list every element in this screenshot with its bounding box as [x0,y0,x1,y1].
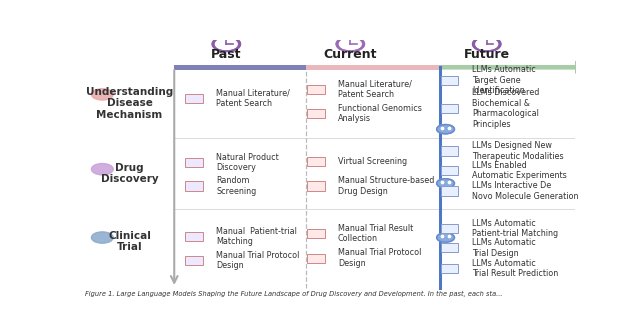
FancyBboxPatch shape [440,104,458,113]
FancyBboxPatch shape [440,243,458,253]
Text: Clinical
Trial: Clinical Trial [108,230,151,252]
Text: LLMs Automatic
Patient-trial Matching: LLMs Automatic Patient-trial Matching [472,219,558,238]
FancyBboxPatch shape [307,84,324,94]
Circle shape [348,36,353,38]
Text: Current: Current [324,48,377,61]
Circle shape [92,232,113,243]
Circle shape [212,37,240,51]
Text: LLMs Enabled
Automatic Experiments: LLMs Enabled Automatic Experiments [472,161,566,180]
Circle shape [436,125,454,134]
FancyBboxPatch shape [185,231,203,241]
Text: LLMs Automatic
Trial Design: LLMs Automatic Trial Design [472,238,536,258]
FancyArrow shape [174,65,306,70]
FancyBboxPatch shape [440,146,458,156]
Text: Functional Genomics
Analysis: Functional Genomics Analysis [338,104,422,123]
FancyArrow shape [306,65,440,70]
Text: Manual Trial Result
Collection: Manual Trial Result Collection [338,224,413,243]
Circle shape [484,36,489,38]
Text: Manual Trial Protocol
Design: Manual Trial Protocol Design [338,249,421,268]
Text: Manual Trial Protocol
Design: Manual Trial Protocol Design [216,251,300,270]
Text: Manual Structure-based
Drug Design: Manual Structure-based Drug Design [338,176,435,196]
Text: Past: Past [211,48,241,61]
Circle shape [473,37,500,51]
Text: Understanding
Disease
Mechanism: Understanding Disease Mechanism [86,87,173,120]
Text: Natural Product
Discovery: Natural Product Discovery [216,153,279,173]
Text: LLMs Discovered
Biochemical &
Pharmacological
Principles: LLMs Discovered Biochemical & Pharmacolo… [472,88,540,129]
Text: Drug
Discovery: Drug Discovery [100,163,159,184]
Text: LLMs Designed New
Therapeutic Modalities: LLMs Designed New Therapeutic Modalities [472,141,563,161]
Circle shape [92,89,113,100]
FancyBboxPatch shape [307,157,324,166]
Circle shape [337,37,364,51]
Circle shape [216,39,237,50]
Circle shape [436,233,454,242]
Text: LLMs Automatic
Target Gene
Identification: LLMs Automatic Target Gene Identificatio… [472,65,536,95]
Text: Manual Literature/
Patent Search: Manual Literature/ Patent Search [338,79,412,99]
Circle shape [224,36,229,38]
FancyBboxPatch shape [440,264,458,273]
FancyBboxPatch shape [440,166,458,175]
FancyBboxPatch shape [440,224,458,233]
FancyBboxPatch shape [307,109,324,118]
Circle shape [436,179,454,188]
Text: Random
Screening: Random Screening [216,176,257,196]
Text: Figure 1. Large Language Models Shaping the Future Landscape of Drug Discovery a: Figure 1. Large Language Models Shaping … [85,291,502,297]
FancyArrow shape [440,61,591,74]
FancyBboxPatch shape [440,187,458,196]
Circle shape [476,39,498,50]
FancyBboxPatch shape [440,75,458,85]
Circle shape [92,163,113,175]
FancyBboxPatch shape [307,229,324,238]
FancyBboxPatch shape [307,254,324,263]
Text: Virtual Screening: Virtual Screening [338,157,407,166]
Text: LLMs Interactive De
Novo Molecule Generation: LLMs Interactive De Novo Molecule Genera… [472,181,579,201]
FancyBboxPatch shape [185,181,203,191]
Text: Future: Future [463,48,510,61]
Text: Manual  Patient-trial
Matching: Manual Patient-trial Matching [216,226,297,246]
FancyBboxPatch shape [185,256,203,265]
FancyBboxPatch shape [307,181,324,191]
FancyBboxPatch shape [185,158,203,168]
FancyBboxPatch shape [185,93,203,103]
Circle shape [339,39,361,50]
Text: LLMs Automatic
Trial Result Prediction: LLMs Automatic Trial Result Prediction [472,259,558,278]
Text: Manual Literature/
Patent Search: Manual Literature/ Patent Search [216,88,291,108]
